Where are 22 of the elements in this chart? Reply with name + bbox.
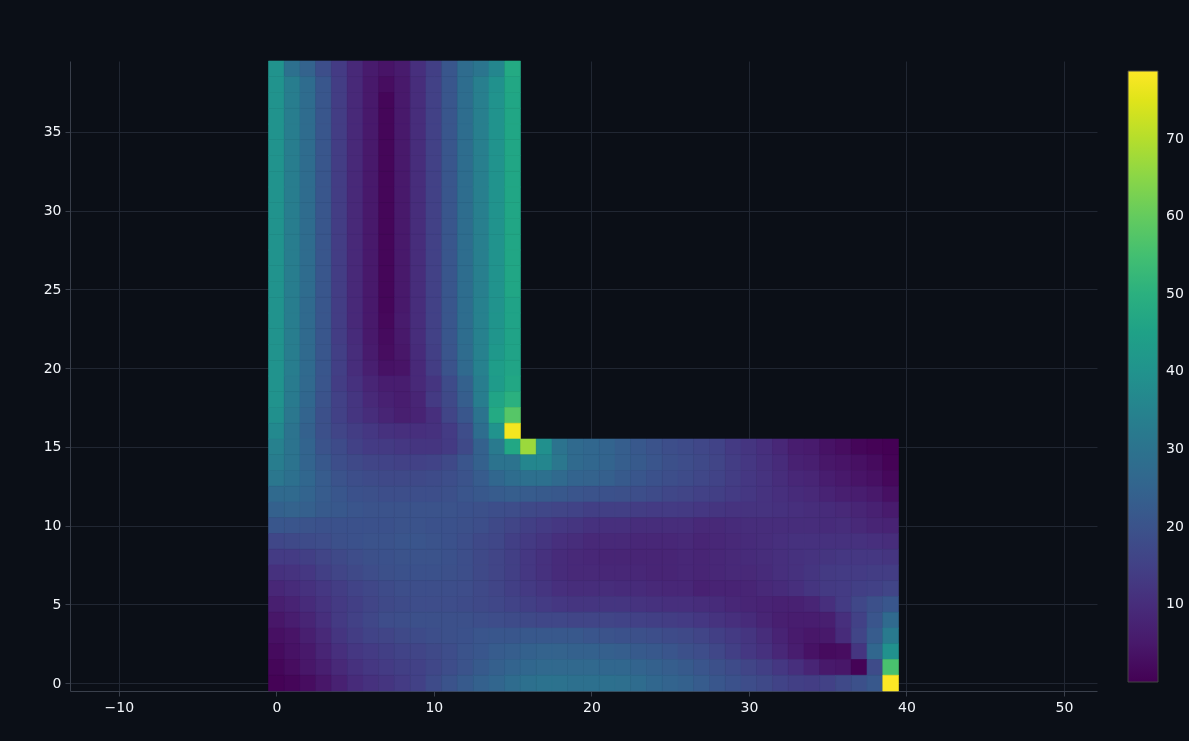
y-tick-label: 35 xyxy=(43,123,62,140)
y-tick-label: 30 xyxy=(43,202,62,219)
x-tick-label: 50 xyxy=(1055,698,1074,715)
x-tick-label: 20 xyxy=(582,698,601,715)
x-tick-label: 30 xyxy=(740,698,759,715)
y-tick-label: 15 xyxy=(43,438,62,455)
x-tick-label: −10 xyxy=(104,698,135,715)
color-bar-label: 20 xyxy=(1166,517,1184,534)
color-bar-label: 50 xyxy=(1166,284,1184,301)
color-bar-label: 30 xyxy=(1166,440,1184,457)
color-bar-label: 60 xyxy=(1166,207,1184,224)
y-tick-label: 0 xyxy=(52,674,62,691)
y-tick-label: 10 xyxy=(43,517,62,534)
x-tick-label: 0 xyxy=(272,698,282,715)
x-tick-label: 40 xyxy=(897,698,916,715)
color-bar-label: 40 xyxy=(1166,362,1184,379)
y-tick-label: 5 xyxy=(52,595,62,612)
color-bar-label: 10 xyxy=(1166,595,1184,612)
y-tick-label: 25 xyxy=(43,280,62,297)
y-tick-label: 20 xyxy=(43,359,62,376)
color-bar-label: 70 xyxy=(1166,129,1184,146)
x-tick-label: 10 xyxy=(425,698,444,715)
